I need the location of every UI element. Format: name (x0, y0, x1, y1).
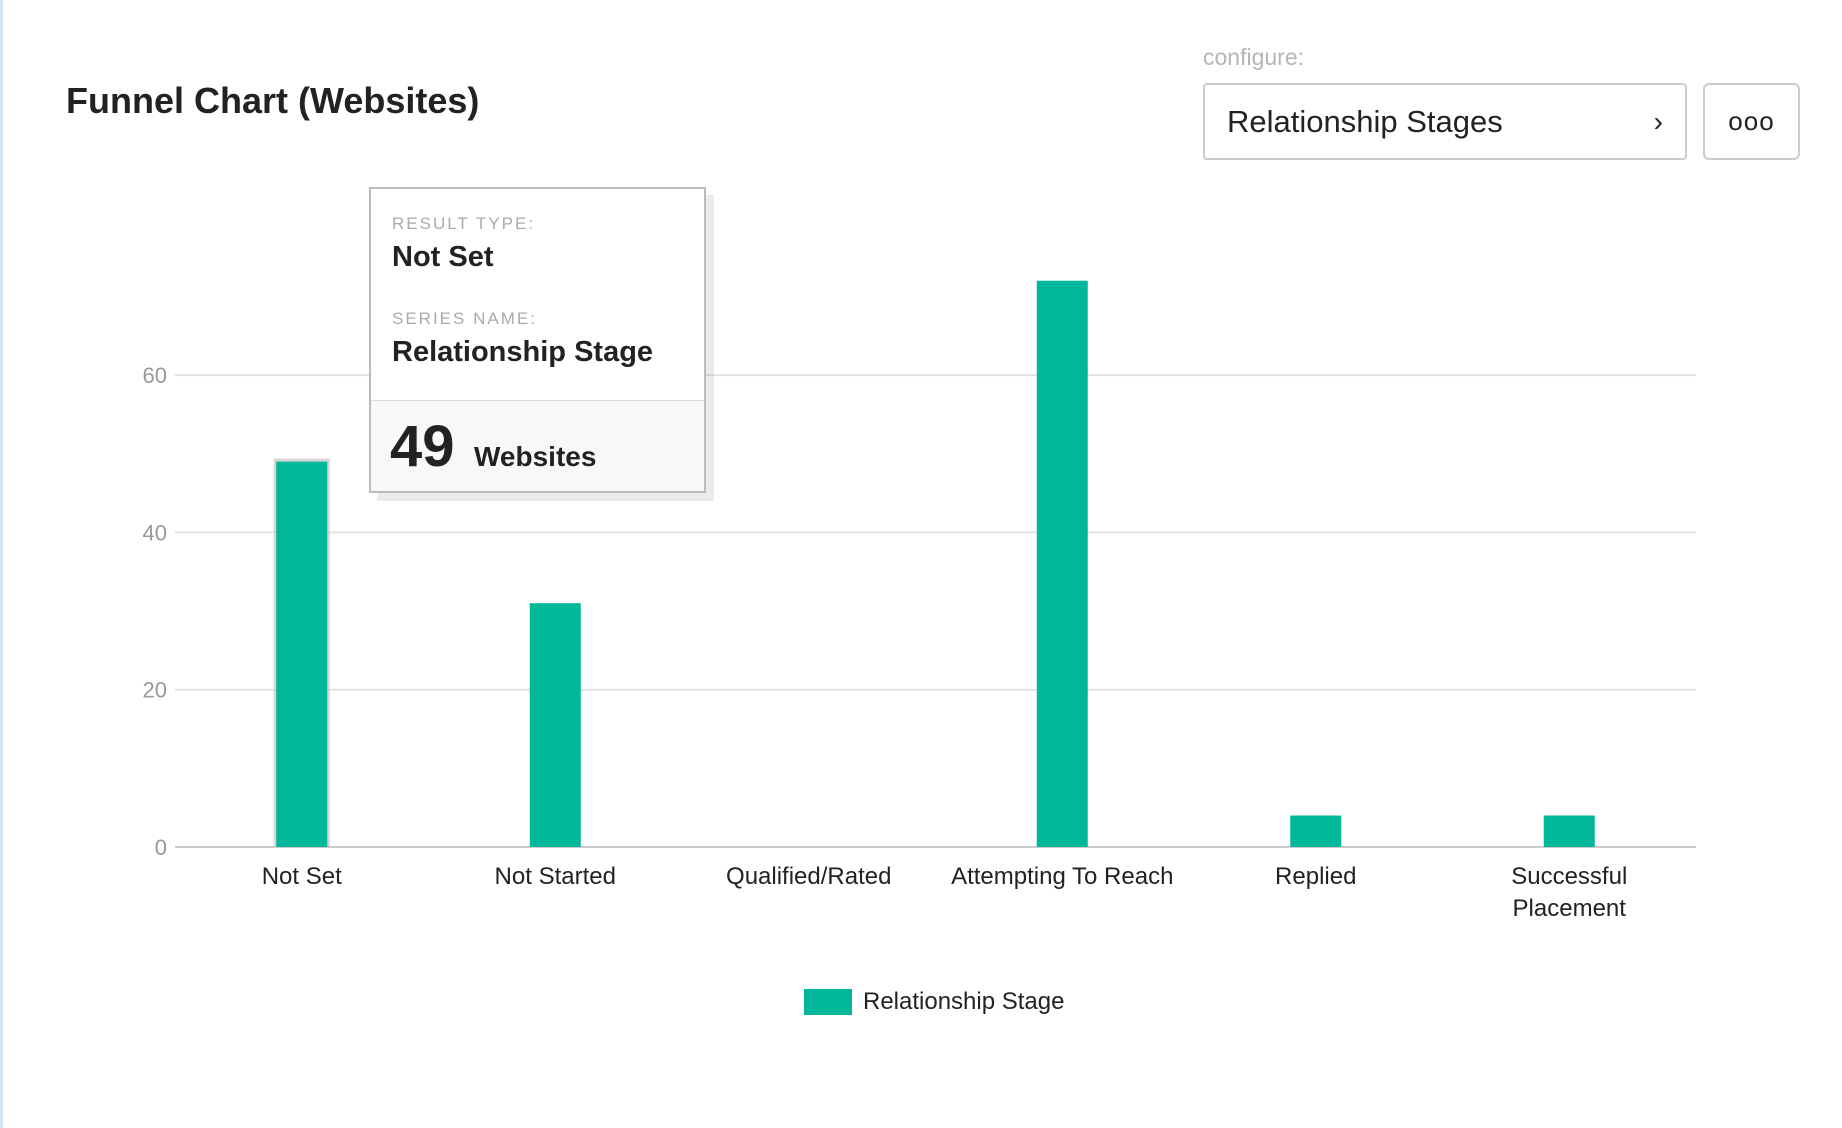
x-tick-label: Qualified/Rated (726, 863, 891, 890)
legend-swatch (804, 989, 852, 1015)
tooltip-series-name: Relationship Stage (392, 336, 654, 368)
bar-chart: 0 20 40 60 Not Set Not Started Qualified/Rated… (143, 280, 1696, 922)
x-tick-label: Not Set (262, 863, 342, 890)
bar (1290, 815, 1342, 847)
x-tick-label: Attempting To Reach (951, 863, 1173, 890)
more-options-button[interactable]: ooo (1703, 83, 1800, 160)
x-tick-label: Replied (1275, 863, 1356, 890)
configure-label: configure: (1203, 44, 1305, 70)
x-tick-label: Successful (1511, 863, 1627, 890)
x-tick-label: Placement (1513, 895, 1627, 922)
legend-item[interactable]: Relationship Stage (804, 988, 1064, 1016)
chart-tooltip: RESULT TYPE: Not Set SERIES NAME: Relati… (369, 187, 706, 493)
legend-label: Relationship Stage (863, 988, 1065, 1015)
y-tick-label: 0 (155, 835, 167, 860)
bar (529, 603, 581, 847)
select-value: Relationship Stages (1227, 103, 1503, 139)
tooltip-series-name-label: SERIES NAME: (392, 309, 537, 328)
more-options-icon: ooo (1728, 106, 1775, 136)
tooltip-value: 49 (390, 414, 455, 479)
tooltip-result-type: Not Set (392, 241, 494, 273)
bar (1543, 815, 1595, 847)
y-tick-label: 60 (143, 363, 167, 388)
tooltip-footer: 49 Websites (371, 400, 704, 491)
configure-select[interactable]: Relationship Stages › (1203, 83, 1687, 160)
tooltip-unit: Websites (474, 441, 597, 472)
bar (276, 461, 328, 847)
tooltip-result-type-label: RESULT TYPE: (392, 214, 536, 233)
y-tick-label: 40 (143, 520, 167, 545)
y-tick-label: 20 (143, 678, 167, 703)
chevron-right-icon: › (1653, 105, 1663, 137)
page-title: Funnel Chart (Websites) (66, 80, 480, 121)
x-tick-label: Not Started (495, 863, 616, 890)
bar (1036, 280, 1088, 848)
